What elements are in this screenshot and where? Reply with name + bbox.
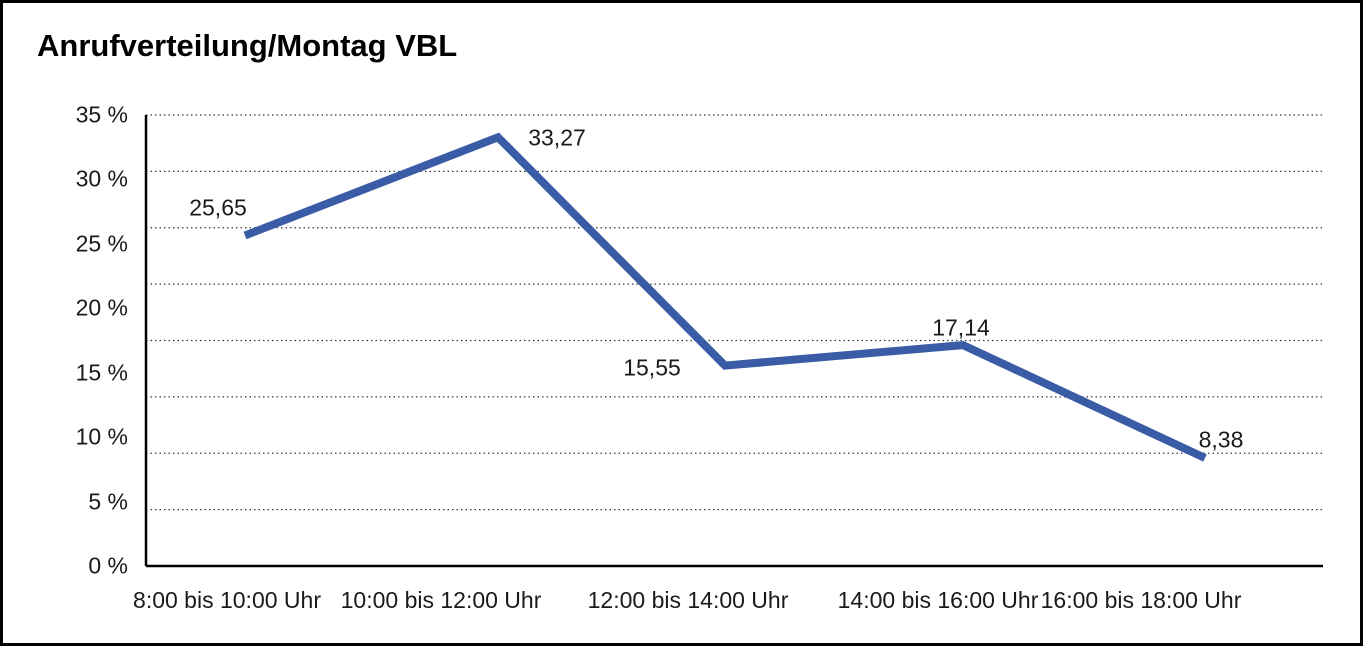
y-tick-label: 15 % [75, 359, 128, 386]
chart-title: Anrufverteilung/Montag VBL [37, 28, 458, 63]
x-category-label: 12:00 bis 14:00 Uhr [587, 587, 789, 613]
y-tick-label: 30 % [75, 165, 128, 192]
x-category-label: 14:00 bis 16:00 Uhr [837, 587, 1039, 613]
y-tick-label: 5 % [88, 488, 128, 515]
data-point-label: 17,14 [932, 314, 990, 341]
y-tick-label: 20 % [75, 294, 128, 321]
x-category-label: 8:00 bis 10:00 Uhr [133, 587, 321, 613]
data-point-label: 33,27 [528, 124, 586, 151]
data-point-label: 15,55 [623, 354, 681, 381]
y-tick-label: 35 % [75, 101, 128, 128]
y-tick-label: 0 % [88, 552, 128, 579]
data-point-label: 25,65 [189, 194, 247, 221]
y-tick-label: 25 % [75, 230, 128, 257]
y-tick-label: 10 % [75, 423, 128, 450]
x-category-label: 10:00 bis 12:00 Uhr [340, 587, 542, 613]
data-point-label: 8,38 [1198, 426, 1244, 453]
data-series-line [243, 132, 1207, 462]
x-category-label: 16:00 bis 18:00 Uhr [1040, 587, 1242, 613]
